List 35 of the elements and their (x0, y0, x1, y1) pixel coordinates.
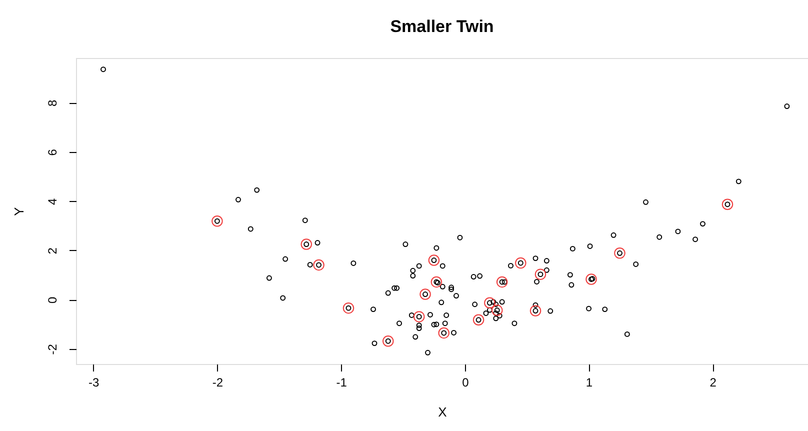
point (530, 305, 542, 316)
point (484, 297, 496, 309)
point (428, 254, 440, 266)
y-tick-label: 6 (46, 148, 60, 156)
y-tick-label: 0 (46, 296, 60, 304)
y-tick-label: 8 (46, 99, 60, 106)
y-tick-label: -2 (46, 344, 60, 355)
y-axis-title: Y (12, 206, 26, 216)
point (722, 198, 734, 210)
point (491, 304, 503, 316)
point (472, 314, 484, 326)
point (342, 302, 354, 314)
point (430, 276, 442, 288)
point (515, 257, 526, 269)
point (586, 274, 597, 285)
x-tick-label: 1 (586, 376, 593, 390)
x-axis-title: X (438, 404, 448, 420)
y-tick-label: 4 (46, 198, 60, 205)
x-tick-label: -2 (212, 376, 224, 390)
point (313, 259, 324, 271)
x-tick-label: 0 (462, 376, 470, 390)
point (614, 248, 626, 259)
point (382, 335, 394, 347)
point (496, 276, 508, 288)
point (300, 238, 312, 250)
x-tick-label: -3 (88, 376, 100, 390)
point (534, 268, 546, 280)
point (420, 288, 431, 300)
y-tick-label: 2 (46, 247, 60, 254)
point (212, 215, 223, 227)
x-tick-label: -1 (336, 376, 348, 390)
point (438, 327, 450, 339)
point (413, 311, 425, 322)
x-tick-label: 2 (710, 376, 717, 390)
chart-title: Smaller Twin (390, 17, 494, 36)
